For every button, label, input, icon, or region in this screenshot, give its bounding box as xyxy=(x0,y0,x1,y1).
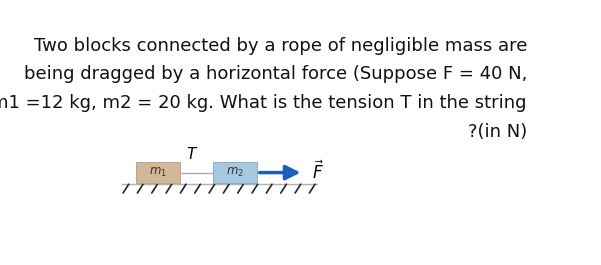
Text: m1 =12 kg, m2 = 20 kg. What is the tension T in the string: m1 =12 kg, m2 = 20 kg. What is the tensi… xyxy=(0,94,527,112)
Bar xyxy=(213,162,257,183)
Text: $m_2$: $m_2$ xyxy=(226,166,243,179)
Bar xyxy=(136,162,180,183)
Text: being dragged by a horizontal force (Suppose F = 40 N,: being dragged by a horizontal force (Sup… xyxy=(23,65,527,83)
Text: $\vec{F}$: $\vec{F}$ xyxy=(312,160,323,183)
Text: $T$: $T$ xyxy=(186,146,198,162)
Text: Two blocks connected by a rope of negligible mass are: Two blocks connected by a rope of neglig… xyxy=(34,37,527,55)
Text: $m_1$: $m_1$ xyxy=(149,166,166,179)
Text: ?(in N): ?(in N) xyxy=(468,123,527,141)
